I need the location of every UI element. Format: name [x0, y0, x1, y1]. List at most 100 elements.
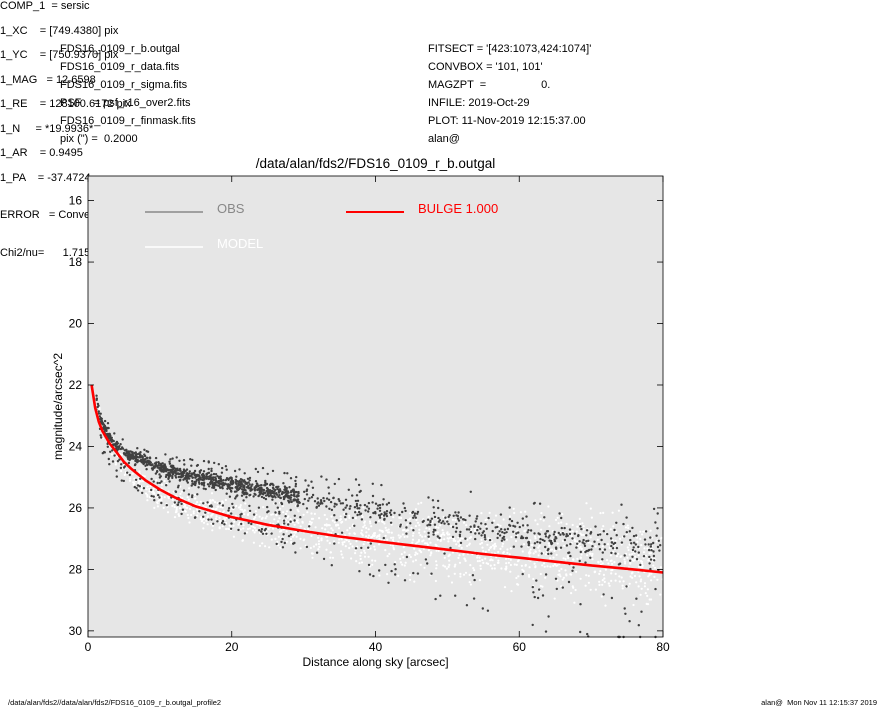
model-point: [362, 543, 365, 546]
model-point: [620, 543, 623, 546]
obs-point: [273, 492, 276, 495]
obs-point: [637, 624, 640, 627]
model-point: [552, 564, 555, 568]
model-point: [404, 561, 407, 564]
model-point: [384, 549, 387, 552]
obs-point: [487, 516, 490, 520]
obs-point: [371, 501, 374, 504]
model-point: [508, 515, 511, 518]
header-mid-line-4: PLOT: 11-Nov-2019 12:15:37.00: [428, 115, 586, 127]
obs-point: [568, 528, 572, 531]
param-line-1: 1_XC = [749.4380] pix: [0, 24, 119, 37]
obs-point: [434, 529, 437, 532]
obs-point: [310, 496, 314, 499]
obs-point: [183, 463, 186, 466]
model-point: [384, 526, 387, 529]
obs-point: [554, 577, 558, 580]
obs-point: [647, 548, 651, 552]
model-point: [336, 524, 340, 527]
obs-point: [221, 466, 224, 470]
model-point: [617, 509, 621, 512]
obs-point: [235, 495, 238, 498]
obs-point: [532, 591, 535, 594]
model-point: [194, 497, 197, 500]
obs-point: [610, 541, 613, 544]
model-point: [599, 560, 603, 563]
obs-point: [297, 490, 300, 494]
model-point: [188, 521, 191, 524]
obs-point: [187, 474, 190, 477]
obs-point: [457, 519, 461, 522]
model-point: [468, 573, 471, 577]
model-point: [603, 580, 606, 584]
model-point: [636, 540, 639, 544]
obs-point: [145, 456, 149, 459]
obs-point: [156, 466, 159, 469]
obs-point: [97, 410, 101, 413]
obs-point: [264, 494, 268, 497]
obs-point: [427, 496, 430, 499]
model-point: [537, 546, 540, 549]
obs-point: [205, 473, 209, 476]
obs-point: [252, 513, 256, 516]
model-point: [321, 527, 324, 530]
obs-point: [340, 531, 344, 534]
obs-point: [502, 535, 506, 538]
model-point: [343, 540, 346, 544]
obs-point: [325, 497, 329, 500]
obs-point: [197, 486, 200, 489]
obs-point: [134, 456, 138, 460]
obs-point: [285, 492, 289, 495]
model-point: [514, 539, 518, 543]
model-point: [503, 586, 507, 589]
model-point: [601, 545, 604, 548]
model-point: [409, 578, 412, 581]
obs-point: [367, 546, 370, 549]
obs-point: [325, 478, 328, 481]
model-point: [162, 506, 165, 509]
model-point: [258, 515, 261, 518]
model-point: [550, 548, 554, 551]
obs-point: [571, 569, 574, 572]
model-point: [569, 530, 572, 533]
model-point: [260, 517, 263, 521]
model-point: [232, 524, 235, 527]
obs-point: [648, 562, 651, 565]
model-point: [480, 538, 483, 541]
obs-point: [240, 522, 243, 526]
model-point: [509, 547, 512, 550]
obs-point: [232, 506, 235, 509]
obs-point: [563, 526, 566, 530]
model-point: [254, 510, 257, 513]
obs-point: [119, 466, 123, 470]
obs-point: [374, 521, 378, 524]
model-point: [377, 520, 380, 523]
model-point: [175, 494, 178, 497]
obs-point: [327, 486, 330, 489]
model-point: [317, 542, 320, 546]
model-point: [458, 544, 462, 547]
model-point: [481, 558, 484, 562]
obs-point: [124, 454, 128, 457]
obs-point: [351, 494, 354, 497]
param-line-2: 1_YC = [750.9370] pix: [0, 49, 119, 61]
obs-point: [547, 615, 550, 618]
obs-point: [432, 511, 436, 515]
obs-point: [650, 543, 653, 546]
model-point: [227, 511, 230, 515]
model-point: [397, 534, 400, 537]
param-line-7: 1_PA = -37.4724: [0, 171, 91, 184]
model-point: [580, 547, 583, 551]
obs-point: [257, 488, 260, 491]
obs-point: [148, 463, 152, 466]
model-point: [115, 461, 118, 464]
model-point: [309, 523, 312, 526]
model-point: [189, 507, 192, 510]
obs-point: [405, 532, 408, 535]
model-point: [216, 501, 219, 505]
model-point: [167, 490, 170, 493]
model-point: [536, 523, 539, 526]
y-tick-label: 18: [69, 255, 83, 269]
model-point: [120, 453, 123, 456]
obs-point: [354, 478, 358, 481]
